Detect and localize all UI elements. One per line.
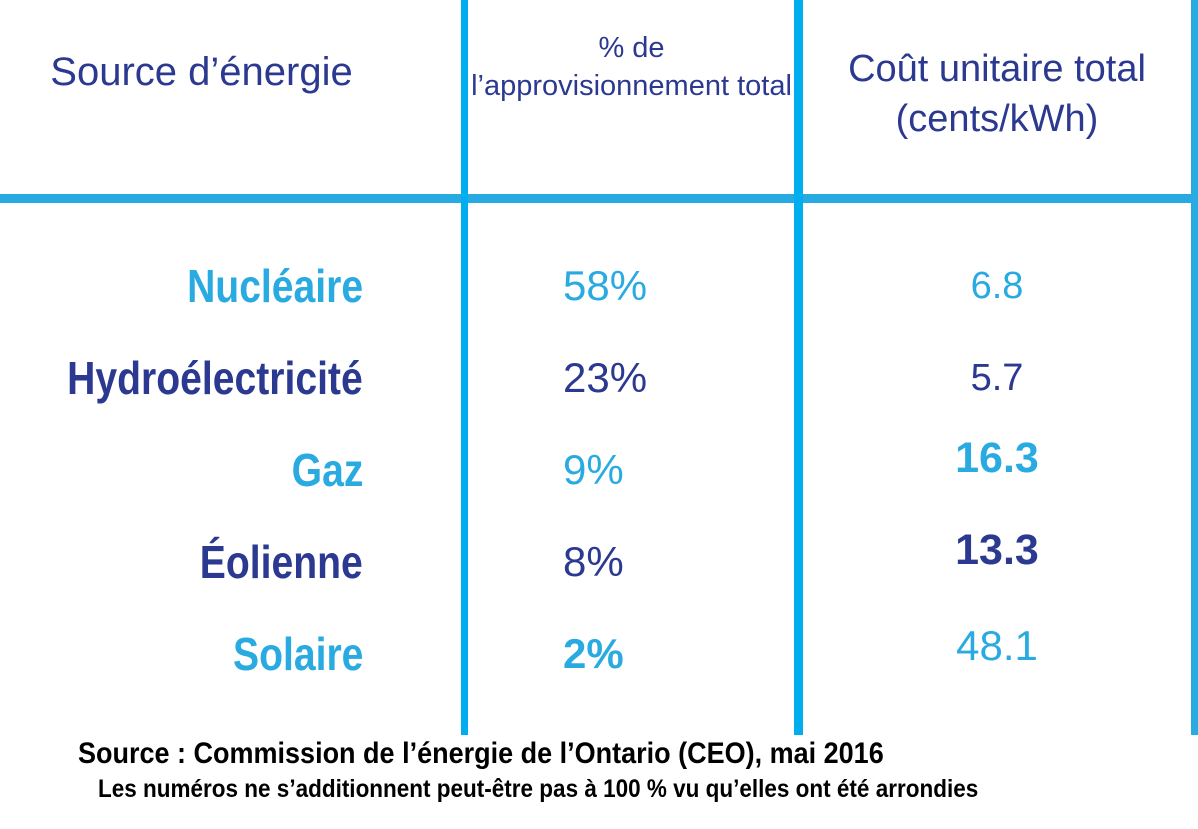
cost-value: 48.1	[956, 622, 1038, 669]
row-label-text: Hydroélectricité	[67, 352, 363, 404]
table-right-border	[1191, 0, 1198, 735]
row-label-text: Nucléaire	[186, 260, 363, 312]
share-value: 2%	[563, 630, 624, 677]
cost-value: 6.8	[970, 264, 1024, 307]
header-separator-line	[0, 194, 1198, 203]
column-header-source: Source d’énergie	[50, 50, 353, 94]
table-row: Solaire 2% 48.1	[0, 608, 1198, 700]
share-value: 58%	[563, 262, 648, 309]
column-header-cost: Coût unitaire total (cents/kWh)	[848, 48, 1146, 141]
cost-value: 16.3	[955, 433, 1039, 482]
source-notes: Source : Commission de l’énergie de l’On…	[78, 737, 1076, 804]
row-label-text: Éolienne	[200, 536, 363, 588]
cost-value: 5.7	[970, 356, 1024, 399]
table-row: Éolienne 8% 13.3	[0, 516, 1198, 608]
source-attribution: Source : Commission de l’énergie de l’On…	[78, 737, 884, 770]
share-value: 9%	[563, 446, 624, 493]
share-value: 8%	[563, 538, 624, 585]
row-label-gaz: Gaz	[0, 424, 463, 516]
row-label-solaire: Solaire	[0, 608, 463, 700]
column-header-share: % de l’approvisionnement total	[471, 32, 792, 102]
table-row: Gaz 9% 16.3	[0, 424, 1198, 516]
cost-value: 13.3	[955, 525, 1039, 574]
column-divider-2	[794, 0, 803, 735]
row-label-eolienne: Éolienne	[0, 516, 463, 608]
share-value: 23%	[563, 354, 648, 401]
row-label-text: Solaire	[232, 628, 363, 680]
row-label-text: Gaz	[291, 444, 363, 496]
row-label-hydroelectricite: Hydroélectricité	[0, 332, 463, 424]
table-row: Nucléaire 58% 6.8	[0, 240, 1198, 332]
rounding-note: Les numéros ne s’additionnent peut-être …	[98, 775, 979, 803]
column-divider-1	[461, 0, 468, 735]
table-row: Hydroélectricité 23% 5.7	[0, 332, 1198, 424]
row-label-nucleaire: Nucléaire	[0, 240, 463, 332]
